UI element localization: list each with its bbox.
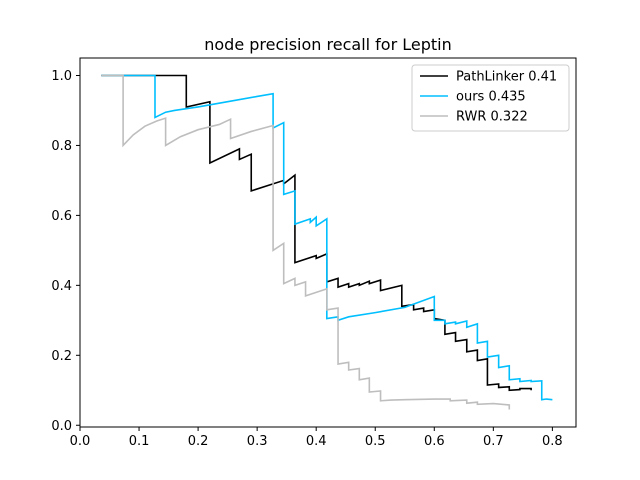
y-tick-label: 1.0	[51, 69, 72, 84]
legend-label: PathLinker 0.41	[456, 70, 557, 85]
x-axis: 0.0 0.1 0.2 0.3 0.4 0.5 0.6 0.7 0.8	[70, 427, 563, 449]
y-tick-label: 0.2	[51, 349, 72, 364]
plot-frame	[79, 57, 577, 428]
legend: PathLinker 0.41 ours 0.435 RWR 0.322	[411, 64, 570, 132]
legend-label: RWR 0.322	[456, 110, 528, 125]
y-axis: 0.0 0.2 0.4 0.6 0.8 1.0	[51, 69, 80, 434]
y-tick-label: 0.6	[51, 209, 72, 224]
x-tick-label: 0.2	[188, 434, 209, 449]
y-tick-label: 0.0	[51, 419, 72, 434]
y-tick-label: 0.8	[51, 139, 72, 154]
x-tick-label: 0.5	[365, 434, 386, 449]
series-line-3	[101, 74, 511, 410]
legend-label: ours 0.435	[456, 90, 526, 105]
chart-title: node precision recall for Leptin	[204, 35, 452, 54]
x-tick-label: 0.8	[542, 434, 563, 449]
x-tick-label: 0.0	[70, 434, 91, 449]
x-tick-label: 0.7	[483, 434, 504, 449]
series-layer	[101, 74, 553, 410]
x-tick-label: 0.6	[424, 434, 445, 449]
x-tick-label: 0.3	[247, 434, 268, 449]
legend-box	[411, 64, 570, 132]
series-line-2	[101, 74, 553, 401]
x-tick-label: 0.4	[306, 434, 327, 449]
x-tick-label: 0.1	[129, 434, 150, 449]
y-tick-label: 0.4	[51, 279, 72, 294]
